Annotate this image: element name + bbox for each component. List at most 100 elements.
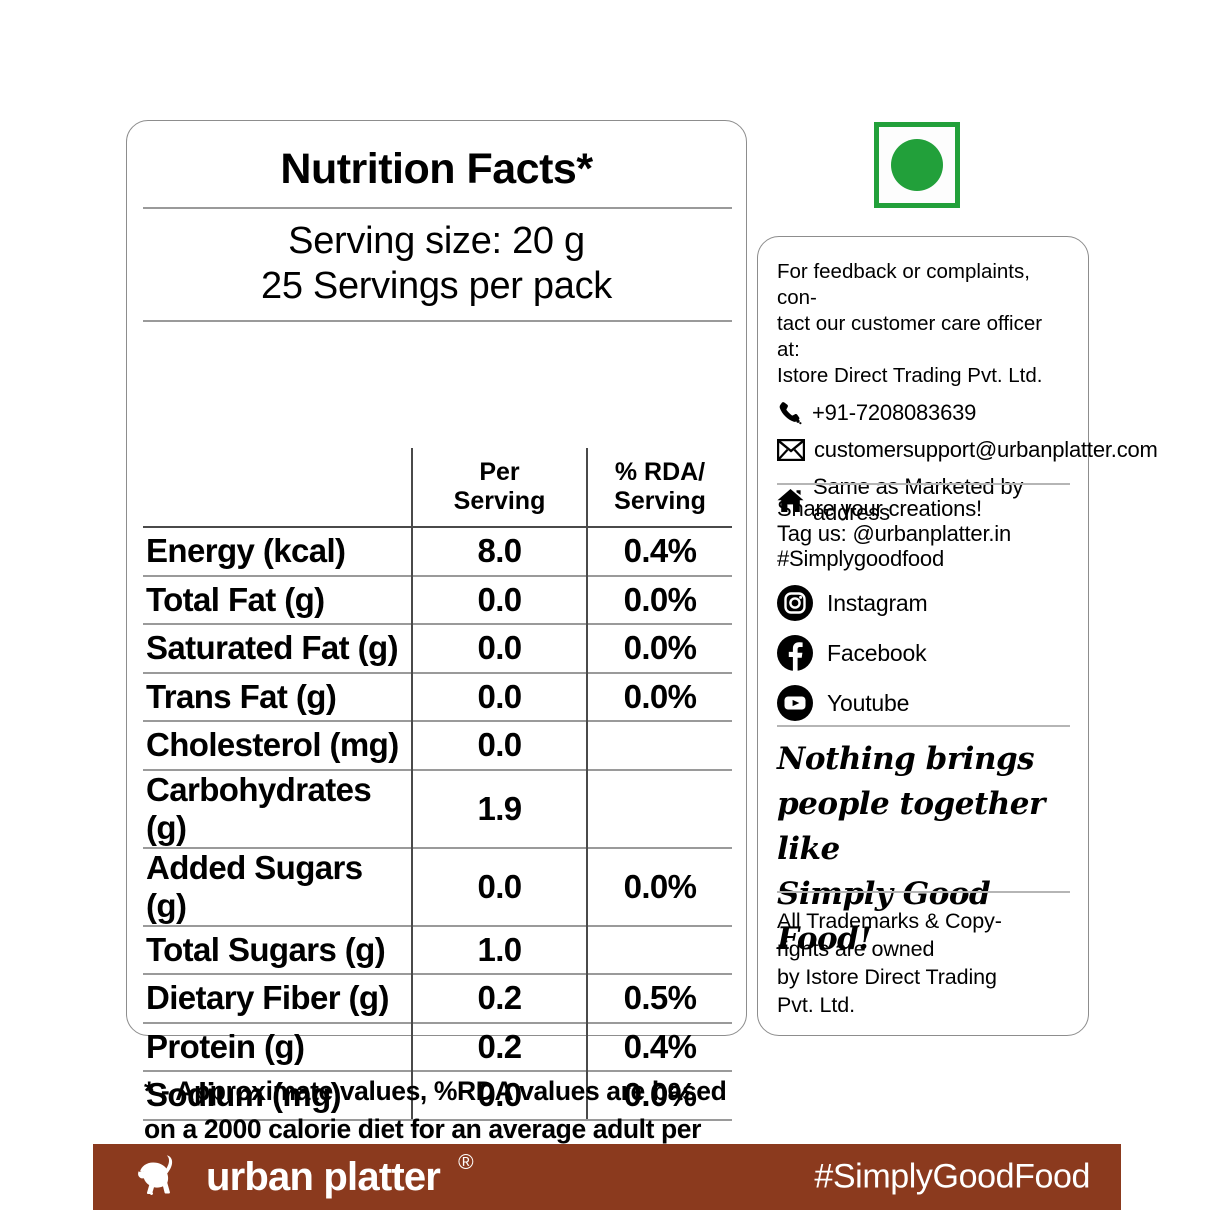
contact-intro-line3: Istore Direct Trading Pvt. Ltd. [777,364,1043,387]
table-header-row: Per Serving % RDA/ Serving [143,448,732,527]
table-row: Trans Fat (g) 0.0 0.0% [143,671,732,721]
header-per-serving-line1: Per [479,458,520,486]
nutrition-footnote: * - Approximate values, %RDA values are … [144,1072,744,1186]
brand-registered-mark: ® [458,1151,474,1174]
divider-above-trademark [777,891,1070,893]
contact-email-value: customersupport@urbanplatter.com [814,437,1158,462]
brand-hashtag: #SimplyGoodFood [814,1157,1090,1196]
row-per-value: 0.0 [411,671,587,721]
row-per-value: 1.9 [411,768,587,848]
trademark-line2: rights are owned [777,937,935,961]
row-label: Energy (kcal) [143,526,412,576]
contact-address-row: Same as Marketed by address [777,474,1070,526]
social-facebook[interactable]: Facebook [777,635,1070,671]
row-rda-value: 0.0% [586,846,732,926]
row-label: Total Fat (g) [143,574,412,624]
row-label: Sodium (mg) [143,1070,412,1121]
tagline-text: Nothing brings people together like Simp… [777,737,1070,962]
contact-phone-value: +91-7208083639 [812,400,977,425]
row-rda-value: 0.0% [586,623,732,673]
row-rda-value [586,924,732,974]
header-rda-line2: Serving [614,487,706,515]
contact-info-card: For feedback or complaints, con- tact ou… [757,236,1158,1036]
row-label: Dietary Fiber (g) [143,973,412,1023]
row-per-value: 0.0 [411,623,587,673]
nutrition-table: Per Serving % RDA/ Serving Energy (kcal)… [143,448,732,1121]
row-rda-value [586,720,732,770]
share-line3: #Simplygoodfood [777,546,945,571]
phone-icon [779,402,802,425]
table-row: Saturated Fat (g) 0.0 0.0% [143,623,732,673]
table-row: Total Fat (g) 0.0 0.0% [143,574,732,624]
row-per-value: 1.0 [411,924,587,974]
share-block: Share your creations! Tag us: @urbanplat… [777,496,1070,721]
contact-intro: For feedback or complaints, con- tact ou… [777,259,1070,389]
row-rda-value: 0.5% [586,973,732,1023]
tagline-line2: people together like [777,786,1045,867]
contact-address-value: Same as Marketed by address [813,474,1024,525]
share-heading: Share your creations! Tag us: @urbanplat… [777,496,1070,571]
rule-under-serving [143,320,732,322]
row-label: Cholesterol (mg) [143,720,412,770]
header-per-serving: Per Serving [411,448,587,527]
header-rda: % RDA/ Serving [586,448,732,527]
footnote-line1: * - Approximate values, %RDA values are … [144,1076,727,1106]
tagline-line1: Nothing brings [777,741,1035,777]
social-instagram[interactable]: Instagram [777,585,1070,621]
youtube-icon [777,685,813,721]
tagline-block: Nothing brings people together like Simp… [777,737,1070,962]
header-rda-line1: % RDA/ [614,458,706,486]
table-row: Total Sugars (g) 1.0 [143,924,732,974]
facebook-icon [777,635,813,671]
row-per-value: 0.0 [411,846,587,926]
trademark-line3: by Istore Direct Trading [777,965,997,989]
servings-per-pack-text: 25 Servings per pack [261,265,612,307]
divider-above-share [777,483,1070,485]
row-rda-value: 0.0% [586,671,732,721]
trademark-block: All Trademarks & Copy- rights are owned … [777,907,1070,1019]
table-row: Energy (kcal) 8.0 0.4% [143,526,732,576]
brand-logo: urban platter ® [127,1151,474,1200]
row-label: Protein (g) [143,1021,412,1071]
row-label: Trans Fat (g) [143,671,412,721]
table-row: Cholesterol (mg) 0.0 [143,720,732,770]
row-label: Total Sugars (g) [143,924,412,974]
brand-name: urban platter [206,1154,441,1199]
contact-email-row[interactable]: customersupport@urbanplatter.com [777,437,1158,463]
elephant-icon [138,1155,173,1195]
tagline-line3: Simply Good Food! [777,876,991,957]
trademark-line4: Pvt. Ltd. [777,993,855,1017]
serving-size-text: Serving size: 20 g [288,220,585,262]
row-per-value: 0.2 [411,1021,587,1071]
table-row: Carbohydrates (g) 1.9 [143,768,732,848]
row-per-value: 0.2 [411,973,587,1023]
contact-phone-row[interactable]: +91-7208083639 [777,400,1070,426]
row-rda-value: 0.4% [586,1021,732,1071]
nutrition-facts-title: Nutrition Facts* [280,145,593,193]
home-icon [777,488,804,512]
contact-intro-line2: tact our customer care officer at: [777,312,1043,361]
header-label-blank [143,448,412,527]
trademark-line1: All Trademarks & Copy- [777,909,1002,933]
trademark-text: All Trademarks & Copy- rights are owned … [777,907,1070,1019]
social-youtube-label: Youtube [827,689,910,716]
brand-footer-bar: urban platter ® #SimplyGoodFood [93,1144,1121,1210]
table-row: Added Sugars (g) 0.0 0.0% [143,846,732,926]
nutrition-facts-card: Nutrition Facts* Serving size: 20 g 25 S… [126,120,747,1182]
row-label: Carbohydrates (g) [143,768,412,848]
social-facebook-label: Facebook [827,639,927,666]
vegetarian-mark-icon [874,122,960,208]
row-label: Saturated Fat (g) [143,623,412,673]
table-row: Protein (g) 0.2 0.4% [143,1021,732,1071]
row-rda-value: 0.0% [586,1070,732,1121]
social-instagram-label: Instagram [827,589,928,616]
social-youtube[interactable]: Youtube [777,685,1070,721]
row-per-value: 0.0 [411,1070,587,1121]
share-line2: Tag us: @urbanplatter.in [777,521,1012,546]
vegetarian-mark-dot [891,139,943,191]
row-rda-value [586,768,732,848]
table-row: Sodium (mg) 0.0 0.0% [143,1070,732,1121]
row-per-value: 8.0 [411,526,587,576]
envelope-icon [777,439,805,461]
